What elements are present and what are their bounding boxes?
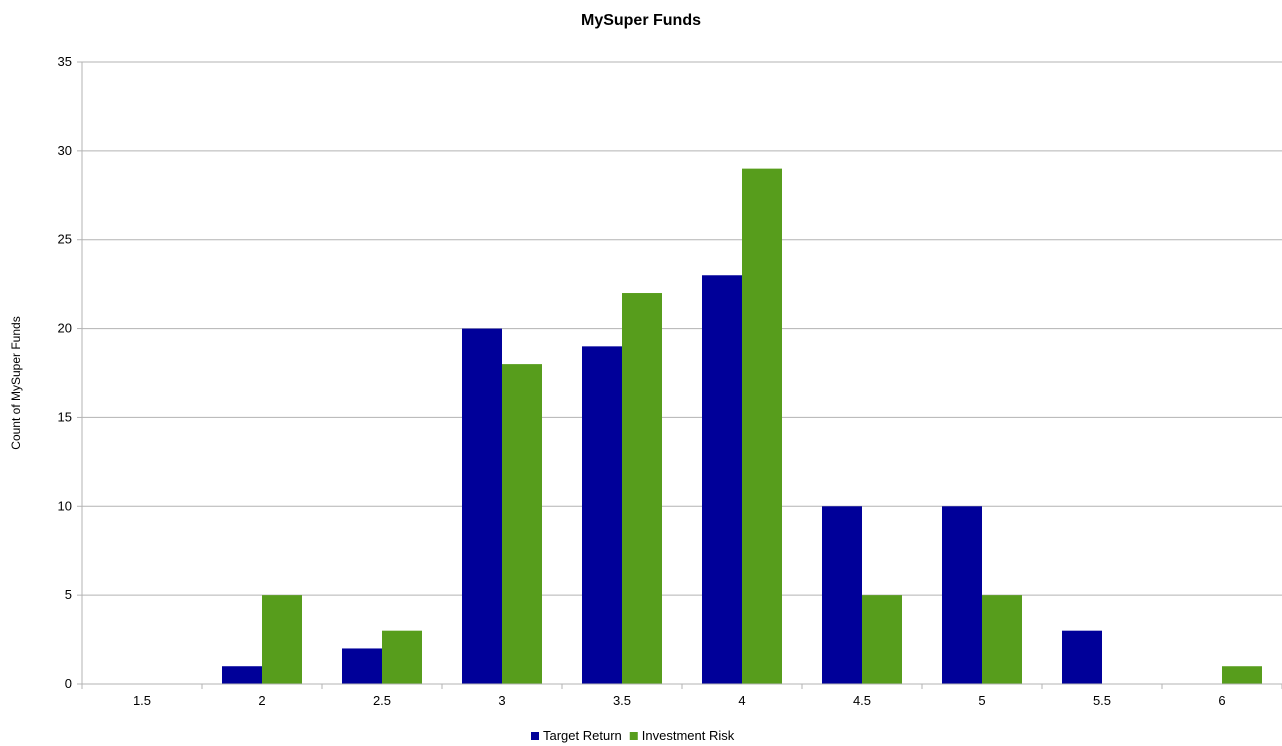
x-tick-labels: 1.5 2 2.5 3 3.5 4 4.5 5 5.5 6 [133, 693, 1226, 708]
bar-investment-risk-4.5 [862, 595, 902, 684]
y-tick-label: 25 [58, 232, 72, 247]
legend-label: Target Return [543, 728, 622, 743]
chart-title: MySuper Funds [581, 12, 701, 29]
x-tick-label: 1.5 [133, 693, 151, 708]
bar-investment-risk-3.5 [622, 293, 662, 684]
bar-investment-risk-6 [1222, 666, 1262, 684]
bar-target-return-2 [222, 666, 262, 684]
x-tick-label: 3.5 [613, 693, 631, 708]
y-tick-label: 30 [58, 143, 72, 158]
y-tick-label: 5 [65, 587, 72, 602]
x-tick-label: 3 [498, 693, 505, 708]
gridlines [77, 61, 1282, 685]
bar-target-return-3.5 [582, 346, 622, 684]
x-tick-label: 2.5 [373, 693, 391, 708]
bar-target-return-4 [702, 275, 742, 684]
legend: Target Return Investment Risk [531, 728, 735, 743]
bar-investment-risk-2 [262, 595, 302, 684]
bar-target-return-4.5 [822, 506, 862, 684]
x-tick-label: 4.5 [853, 693, 871, 708]
axes [81, 62, 1282, 689]
x-tick-label: 4 [738, 693, 745, 708]
bar-investment-risk-4 [742, 168, 782, 685]
bar-target-return-3 [462, 328, 502, 684]
bars [222, 168, 1262, 685]
bar-target-return-5.5 [1062, 630, 1102, 684]
x-tick-label: 6 [1218, 693, 1225, 708]
x-tick-label: 5.5 [1093, 693, 1111, 708]
y-tick-label: 35 [58, 54, 72, 69]
y-tick-label: 15 [58, 409, 72, 424]
bar-target-return-5 [942, 506, 982, 684]
bar-target-return-2.5 [342, 648, 382, 684]
y-tick-label: 10 [58, 498, 72, 513]
y-tick-label: 20 [58, 321, 72, 336]
y-tick-labels: 0 5 10 15 20 25 30 35 [58, 54, 72, 691]
x-tick-label: 5 [978, 693, 985, 708]
legend-swatch-investment-risk [629, 732, 638, 740]
y-tick-label: 0 [65, 676, 72, 691]
bar-investment-risk-3 [502, 364, 542, 684]
bar-investment-risk-5 [982, 595, 1022, 684]
x-tick-label: 2 [258, 693, 265, 708]
bar-investment-risk-2.5 [382, 630, 422, 684]
y-axis-label: Count of MySuper Funds [9, 316, 23, 449]
legend-label: Investment Risk [642, 728, 735, 743]
legend-swatch-target-return [531, 732, 539, 740]
